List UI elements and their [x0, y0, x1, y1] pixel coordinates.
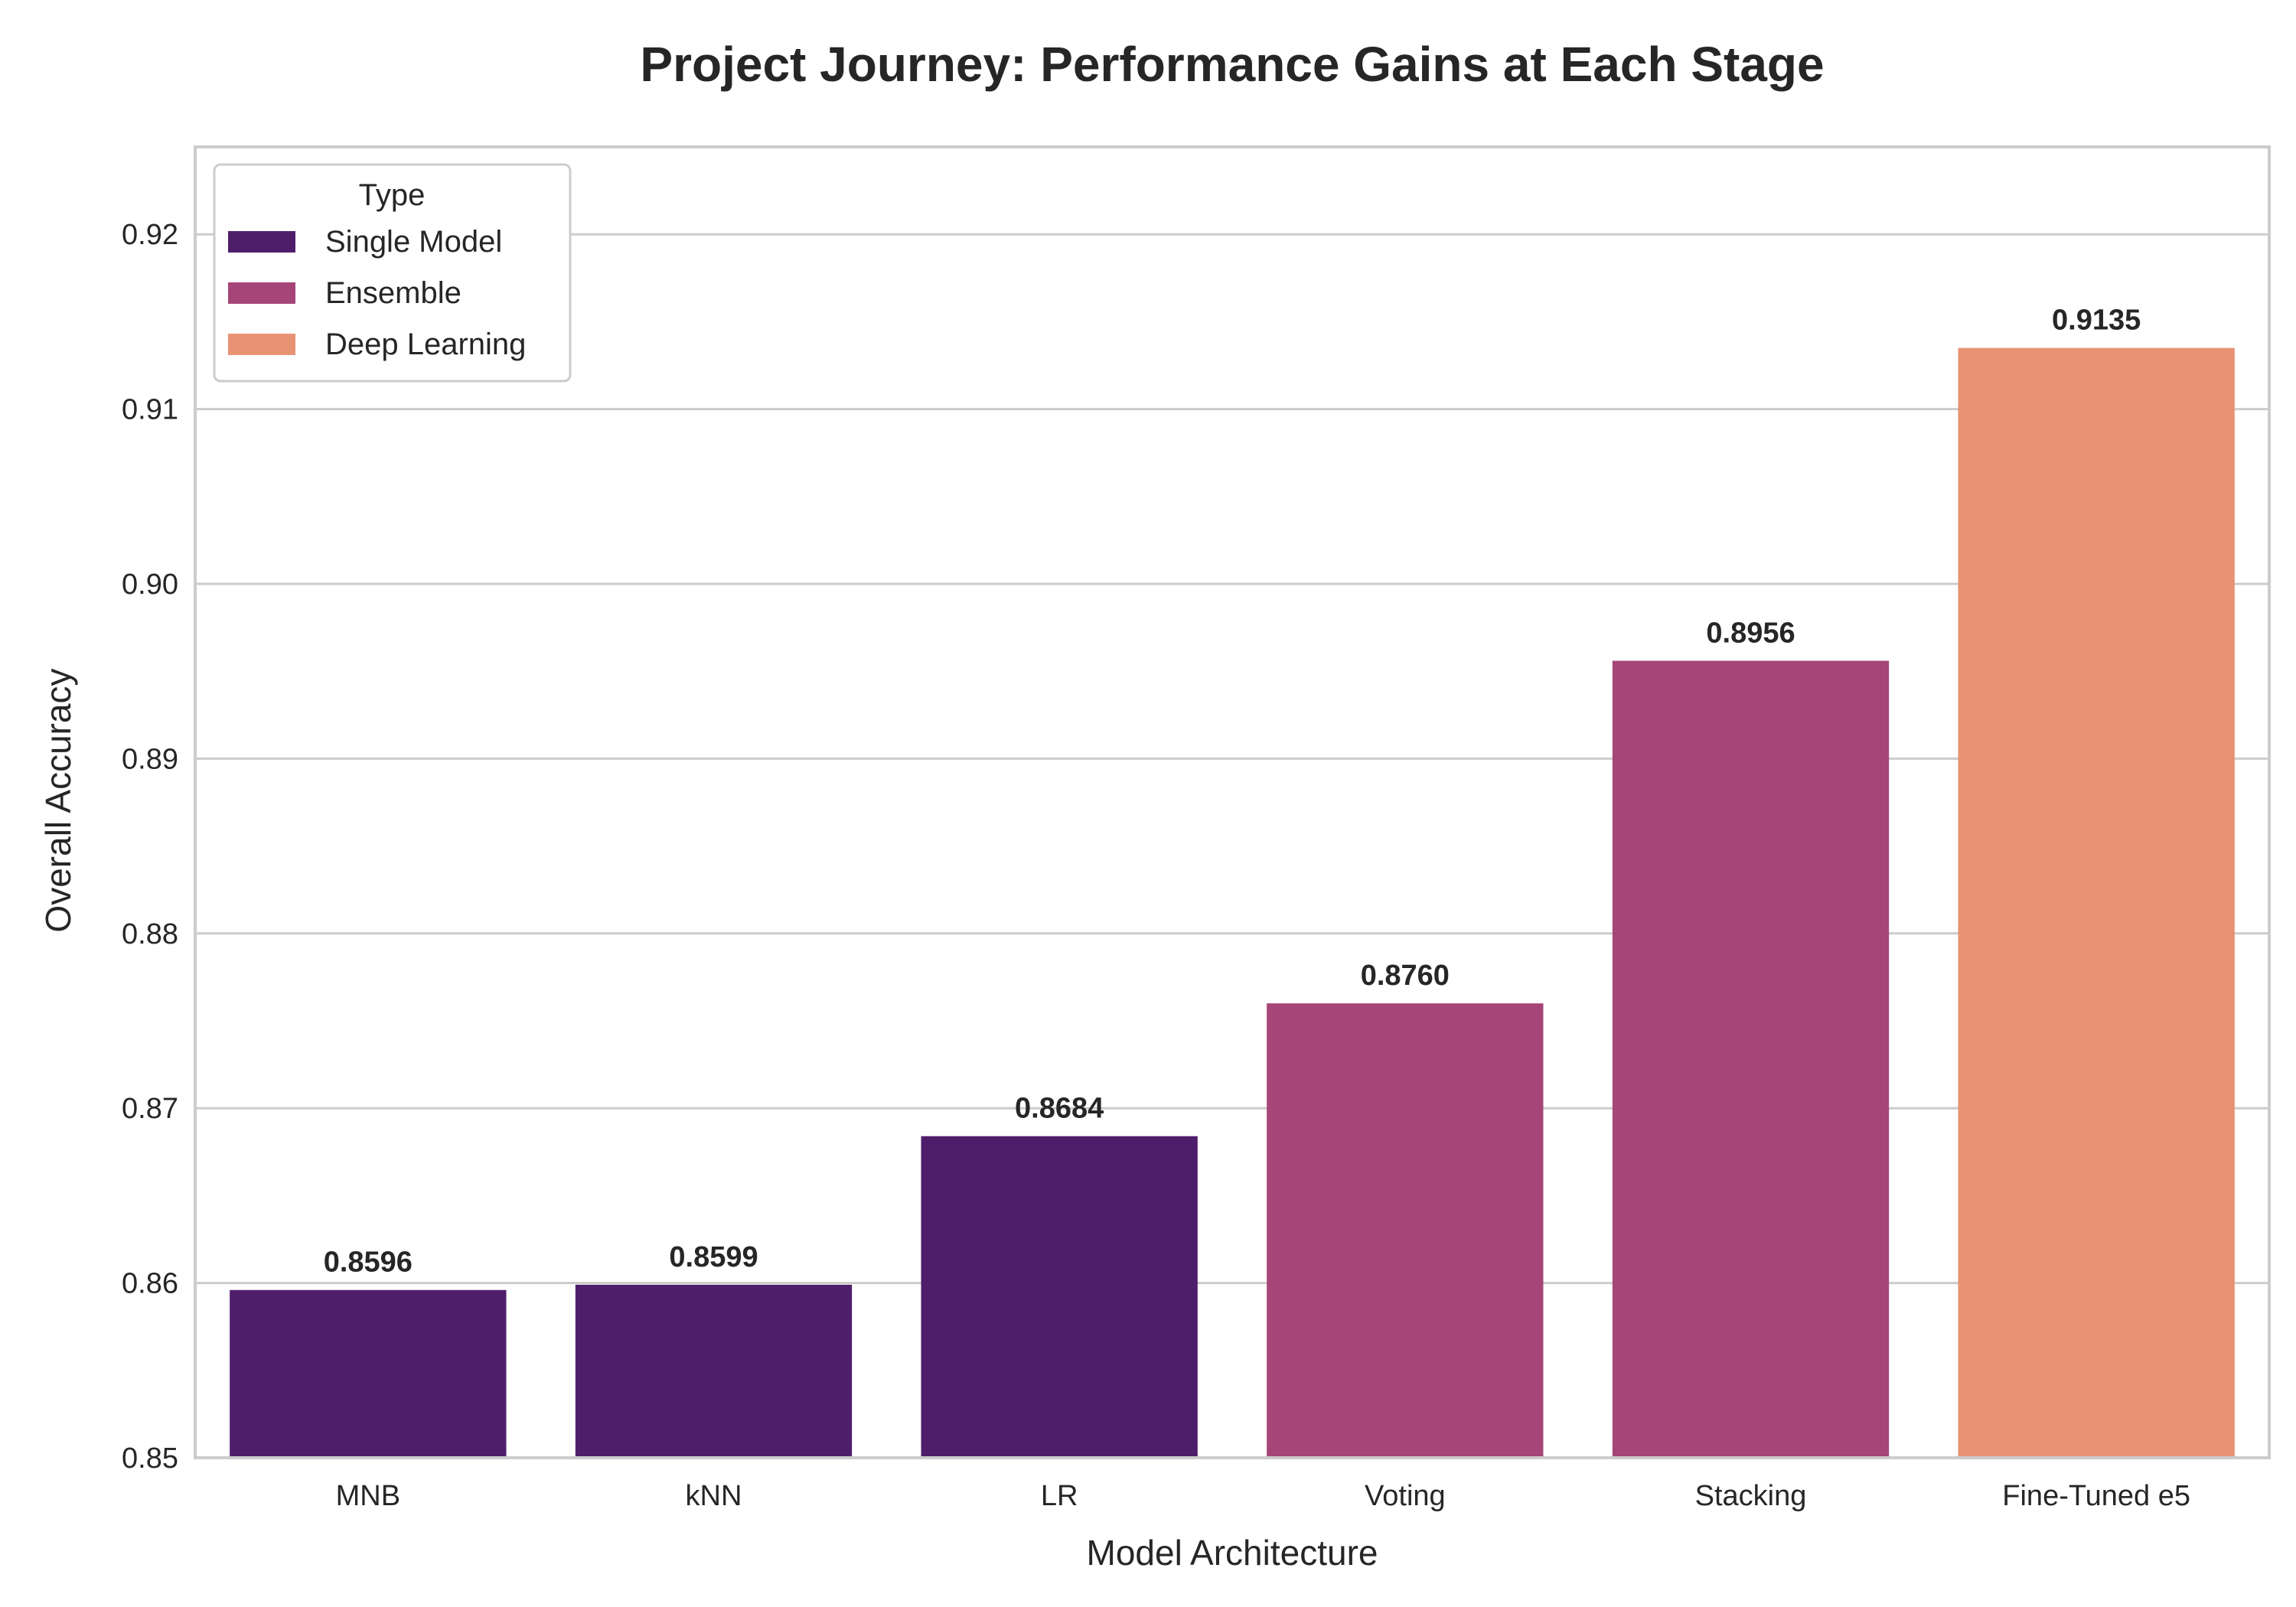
y-axis-label: Overall Accuracy — [38, 668, 78, 932]
legend-entry: Deep Learning — [325, 328, 526, 361]
x-tick-label: Voting — [1365, 1480, 1446, 1512]
data-label: 0.8684 — [1015, 1093, 1104, 1125]
bars — [230, 347, 2235, 1458]
data-label: 0.8760 — [1361, 960, 1450, 992]
legend-entry: Single Model — [325, 225, 502, 259]
y-tick-label: 0.92 — [122, 219, 178, 251]
bar — [1612, 660, 1890, 1458]
bar — [1958, 347, 2235, 1458]
x-tick-label: Stacking — [1695, 1480, 1807, 1512]
x-axis-label: Model Architecture — [1087, 1533, 1378, 1573]
y-axis-ticks: 0.85 0.86 0.87 0.88 0.89 0.90 0.91 0.92 — [122, 219, 178, 1475]
data-label: 0.8956 — [1706, 617, 1795, 649]
y-tick-label: 0.86 — [122, 1268, 178, 1300]
x-tick-label: Fine-Tuned e5 — [2002, 1480, 2190, 1512]
bar — [921, 1136, 1198, 1458]
legend-swatch — [228, 334, 295, 355]
legend: Type Single Model Ensemble Deep Learning — [213, 163, 572, 383]
legend-title: Type — [359, 178, 426, 212]
x-tick-label: kNN — [686, 1480, 742, 1512]
plot-frame — [194, 145, 2271, 1459]
y-tick-label: 0.88 — [122, 918, 178, 950]
bar — [1267, 1003, 1544, 1458]
y-tick-label: 0.87 — [122, 1093, 178, 1125]
y-tick-label: 0.90 — [122, 569, 178, 601]
legend-swatch — [228, 231, 295, 253]
data-label: 0.8596 — [324, 1247, 413, 1279]
y-tick-label: 0.91 — [122, 394, 178, 426]
x-axis-ticks: MNB kNN LR Voting Stacking Fine-Tuned e5 — [336, 1480, 2190, 1512]
legend-swatch — [228, 282, 295, 304]
chart-title: Project Journey: Performance Gains at Ea… — [640, 37, 1824, 92]
bar — [230, 1289, 507, 1458]
data-labels: 0.8596 0.8599 0.8684 0.8760 0.8956 0.9135 — [324, 305, 2141, 1279]
data-label: 0.8599 — [669, 1241, 758, 1273]
legend-box — [213, 163, 572, 383]
x-tick-label: MNB — [336, 1480, 400, 1512]
grid-lines — [195, 233, 2269, 1459]
x-tick-label: LR — [1041, 1480, 1078, 1512]
legend-entry: Ensemble — [325, 276, 461, 310]
y-tick-label: 0.85 — [122, 1442, 178, 1475]
bar — [575, 1284, 853, 1458]
data-label: 0.9135 — [2052, 305, 2141, 337]
y-tick-label: 0.89 — [122, 743, 178, 775]
